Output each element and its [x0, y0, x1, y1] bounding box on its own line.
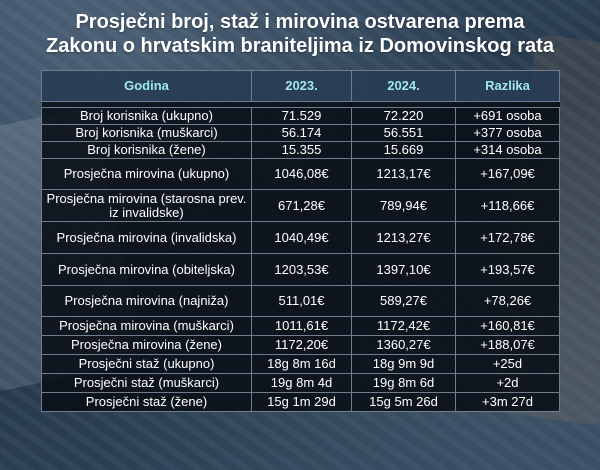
row-label: Prosječna mirovina (žene): [41, 335, 252, 355]
value-2024: 1172,42€: [351, 316, 456, 336]
value-2023: 15.355: [251, 141, 352, 159]
header-razlika: Razlika: [455, 70, 560, 102]
value-2024: 1213,27€: [351, 221, 456, 254]
table-row: Prosječna mirovina (obiteljska) 1203,53€ 1…: [41, 253, 560, 286]
row-label: Prosječni staž (ukupno): [41, 354, 252, 374]
title-line-1: Prosječni broj, staž i mirovina ostvaren…: [75, 11, 525, 33]
row-label: Broj korisnika (žene): [41, 141, 252, 159]
table-row: Broj korisnika (žene) 15.355 15.669 +314 os…: [41, 141, 560, 159]
table-row: Prosječna mirovina (muškarci) 1011,61€ 117…: [41, 316, 560, 336]
row-label: Broj korisnika (muškarci): [41, 124, 252, 142]
table-row: Prosječna mirovina (invalidska) 1040,49€ 1…: [41, 221, 560, 254]
value-2024: 19g 8m 6d: [351, 373, 456, 393]
value-2024: 72.220: [351, 107, 456, 125]
value-difference: +691 osoba: [455, 107, 560, 125]
value-2024: 1360,27€: [351, 335, 456, 355]
table-row: Prosječna mirovina (žene) 1172,20€ 1360,27…: [41, 335, 560, 355]
value-difference: +188,07€: [455, 335, 560, 355]
value-2024: 18g 9m 9d: [351, 354, 456, 374]
header-2023: 2023.: [251, 70, 352, 102]
table-row: Prosječni staž (ukupno) 18g 8m 16d 18g 9m …: [41, 354, 560, 374]
row-label: Prosječna mirovina (muškarci): [41, 316, 252, 336]
value-2023: 15g 1m 29d: [251, 392, 352, 412]
table-row: Prosječni staž (muškarci) 19g 8m 4d 19g 8m…: [41, 373, 560, 393]
table-body: Broj korisnika (ukupno) 71.529 72.220 +691 …: [41, 107, 560, 412]
table-row: Prosječna mirovina (starosna prev. iz in…: [41, 189, 560, 222]
value-2023: 511,01€: [251, 285, 352, 317]
value-2023: 671,28€: [251, 189, 352, 222]
value-difference: +25d: [455, 354, 560, 374]
table-row: Prosječni staž (žene) 15g 1m 29d 15g 5m 26…: [41, 392, 560, 412]
value-difference: +377 osoba: [455, 124, 560, 142]
value-2023: 1040,49€: [251, 221, 352, 254]
table-row: Broj korisnika (muškarci) 56.174 56.551 +37…: [41, 124, 560, 142]
row-label: Prosječna mirovina (starosna prev. iz in…: [41, 189, 252, 222]
value-difference: +2d: [455, 373, 560, 393]
value-2024: 1397,10€: [351, 253, 456, 286]
value-2023: 19g 8m 4d: [251, 373, 352, 393]
value-difference: +172,78€: [455, 221, 560, 254]
value-2024: 1213,17€: [351, 158, 456, 190]
row-label: Broj korisnika (ukupno): [41, 107, 252, 125]
value-2023: 1172,20€: [251, 335, 352, 355]
row-label: Prosječna mirovina (ukupno): [41, 158, 252, 190]
value-2023: 1203,53€: [251, 253, 352, 286]
statistics-table: Godina 2023. 2024. Razlika Broj korisnik…: [41, 70, 560, 412]
value-difference: +160,81€: [455, 316, 560, 336]
table-row: Broj korisnika (ukupno) 71.529 72.220 +691 …: [41, 107, 560, 125]
row-label: Prosječna mirovina (invalidska): [41, 221, 252, 254]
row-label: Prosječna mirovina (najniža): [41, 285, 252, 317]
value-2023: 18g 8m 16d: [251, 354, 352, 374]
value-difference: +193,57€: [455, 253, 560, 286]
value-2023: 56.174: [251, 124, 352, 142]
value-difference: +314 osoba: [455, 141, 560, 159]
table-row: Prosječna mirovina (ukupno) 1046,08€ 1213,…: [41, 158, 560, 190]
value-2023: 1011,61€: [251, 316, 352, 336]
table-row: Prosječna mirovina (najniža) 511,01€ 589,2…: [41, 285, 560, 317]
row-label: Prosječni staž (žene): [41, 392, 252, 412]
page-title: Prosječni broj, staž i mirovina ostvaren…: [0, 10, 600, 58]
value-2024: 589,27€: [351, 285, 456, 317]
value-difference: +167,09€: [455, 158, 560, 190]
row-label: Prosječni staž (muškarci): [41, 373, 252, 393]
value-difference: +3m 27d: [455, 392, 560, 412]
value-2024: 15.669: [351, 141, 456, 159]
value-difference: +118,66€: [455, 189, 560, 222]
header-godina: Godina: [41, 70, 252, 102]
value-2023: 1046,08€: [251, 158, 352, 190]
row-label: Prosječna mirovina (obiteljska): [41, 253, 252, 286]
value-2024: 789,94€: [351, 189, 456, 222]
header-2024: 2024.: [351, 70, 456, 102]
value-difference: +78,26€: [455, 285, 560, 317]
value-2024: 56.551: [351, 124, 456, 142]
value-2024: 15g 5m 26d: [351, 392, 456, 412]
table-header-row: Godina 2023. 2024. Razlika: [41, 70, 560, 102]
value-2023: 71.529: [251, 107, 352, 125]
title-line-2: Zakonu o hrvatskim braniteljima iz Domov…: [46, 35, 554, 57]
